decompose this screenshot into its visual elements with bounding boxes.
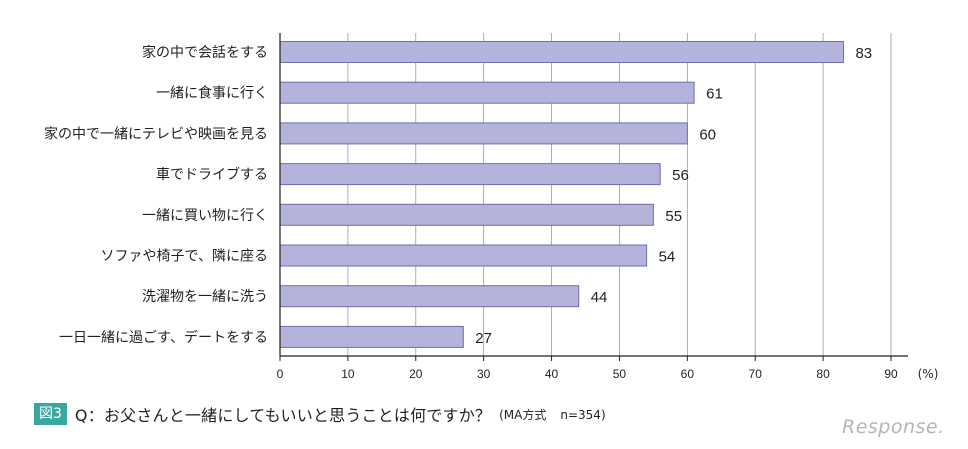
bar [279,41,844,63]
x-tick-label: 40 [545,367,559,381]
value-label: 56 [672,167,689,184]
x-tick-label: 0 [277,367,284,381]
category-label: 一緒に買い物に行く [142,208,268,224]
value-label: 55 [665,208,682,225]
x-tick-label: 80 [816,367,830,381]
category-label: 一緒に食事に行く [156,85,268,102]
category-label: 一日一緒に過ごす、デートをする [59,329,268,346]
value-labels: 83 61 60 56 55 54 44 27 [475,45,872,347]
bar [279,325,464,348]
chart-caption: 図3 Q：お父さんと一緒にしてもいいと思うことは何ですか？ (MA方式 n=354… [34,402,606,426]
bar [279,285,580,308]
value-label: 27 [475,330,492,347]
value-label: 44 [591,289,608,306]
question-text: Q：お父さんと一緒にしてもいいと思うことは何ですか？ [74,406,492,425]
category-label: ソファや椅子で、隣に座る [101,249,268,265]
response-watermark: Response. [842,416,945,438]
bar [279,81,695,104]
category-label: 家の中で会話をする [142,44,268,61]
bar [279,203,654,226]
value-label: 61 [706,86,723,103]
x-tick-label: 10 [341,367,355,381]
bar [279,244,648,267]
value-label: 83 [855,45,872,62]
value-label: 54 [659,249,676,266]
x-tick-label: 30 [477,367,491,381]
unit-label: (%) [918,367,939,381]
survey-note: (MA方式 n=354) [499,406,606,423]
grid-lines [347,33,892,356]
category-labels: 家の中で会話をする一緒に食事に行く家の中で一緒にテレビや映画を見る車でドライブす… [44,44,268,346]
category-label: 車でドライブする [156,166,268,183]
bars [279,41,844,348]
x-tick-label: 60 [681,367,695,381]
bar [279,163,661,186]
bar [279,122,688,145]
x-tick-label: 50 [613,367,627,381]
x-axis: 0 10 20 30 40 50 60 70 80 90 (%) [277,33,939,381]
bar-chart: 家の中で会話をする一緒に食事に行く家の中で一緒にテレビや映画を見る車でドライブす… [44,33,939,381]
x-tick-label: 70 [749,367,763,381]
method-note: (MA方式 [499,407,547,422]
category-label: 洗濯物を一緒に洗う [142,289,268,305]
x-tick-label: 90 [884,367,898,381]
value-label: 60 [699,126,716,143]
sample-size: n=354) [560,407,606,422]
figure-badge: 図3 [34,403,67,425]
category-label: 家の中で一緒にテレビや映画を見る [44,125,268,142]
x-tick-label: 20 [409,367,423,381]
